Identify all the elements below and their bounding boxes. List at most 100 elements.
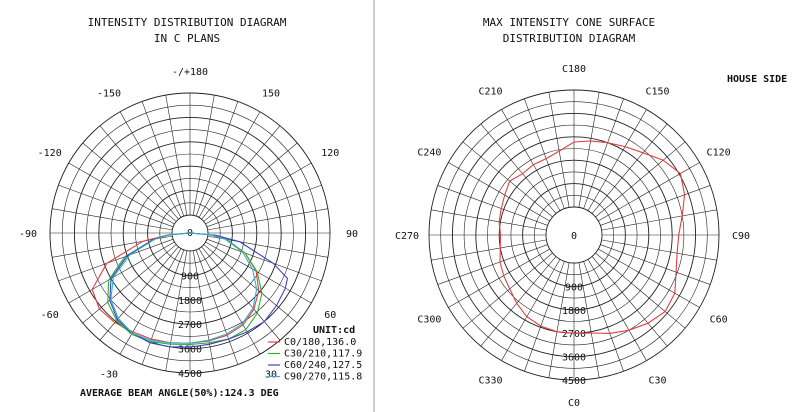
right-grid-spoke <box>501 109 561 211</box>
left-grid-spoke <box>203 244 298 324</box>
right-radial-label: 2700 <box>562 329 586 340</box>
legend-entry: C0/180,136.0 <box>284 337 356 348</box>
left-radial-label: 4500 <box>178 369 202 380</box>
right-angle-label: C0 <box>568 398 580 409</box>
right-grid-spoke <box>583 98 624 209</box>
left-polar-grid <box>49 92 331 374</box>
right-angle-label: C120 <box>707 148 731 159</box>
right-grid-spoke <box>587 109 647 211</box>
right-grid-spoke <box>595 252 686 329</box>
left-grid-spoke <box>195 101 239 217</box>
left-angle-label: 30 <box>265 369 277 380</box>
right-angle-label: C30 <box>648 376 666 387</box>
right-grid-spoke <box>437 185 548 226</box>
right-grid-spoke <box>448 162 550 222</box>
right-angle-label: C90 <box>732 231 750 242</box>
right-angle-label: C240 <box>417 148 441 159</box>
average-beam-angle: AVERAGE BEAM ANGLE(50%):124.3 DEG <box>80 388 279 399</box>
right-angle-label: C180 <box>562 64 586 75</box>
intensity-curve-series-1 <box>107 232 263 346</box>
left-radial-labels: 900 1800 2700 3600 4500 <box>178 271 202 380</box>
left-grid-spoke <box>206 184 322 228</box>
right-grid-spoke <box>578 92 600 208</box>
left-angle-label: 60 <box>324 310 336 321</box>
legend: C0/180,136.0C30/210,117.9C60/240,127.5C9… <box>268 337 362 383</box>
cone-surface-panel: MAX INTENSITY CONE SURFACE DISTRIBUTION … <box>395 16 787 409</box>
right-grid-spoke <box>601 209 717 231</box>
left-radial-label: 3600 <box>178 345 202 356</box>
left-grid-spoke <box>198 248 261 355</box>
left-grid-spoke <box>195 249 239 365</box>
left-grid-spoke <box>58 238 174 282</box>
right-radial-label: 3600 <box>562 353 586 364</box>
right-grid-spoke <box>601 239 717 261</box>
left-grid-spoke <box>119 248 182 355</box>
left-angle-label: -/+180 <box>172 67 208 78</box>
right-grid-spoke <box>587 259 647 361</box>
left-angle-label: -120 <box>38 148 62 159</box>
right-grid-spoke <box>591 256 668 347</box>
left-angle-label: 120 <box>321 148 339 159</box>
left-title-line2: IN C PLANS <box>154 32 220 45</box>
right-grid-spoke <box>480 123 557 214</box>
right-polar-grid <box>428 89 720 381</box>
right-grid-spoke <box>501 259 561 361</box>
right-angle-label: C150 <box>645 86 669 97</box>
house-side-label: HOUSE SIDE <box>727 74 787 85</box>
left-grid-spoke <box>165 95 188 216</box>
right-grid-spoke <box>431 239 547 261</box>
left-grid-spoke <box>192 250 215 371</box>
left-grid-spoke <box>165 250 188 371</box>
left-radial-label: 1800 <box>178 296 202 307</box>
right-cone-curve <box>498 140 686 334</box>
right-angle-label: C330 <box>478 376 502 387</box>
left-grid-spoke <box>205 241 312 304</box>
right-angle-label: C270 <box>395 231 419 242</box>
legend-entry: C60/240,127.5 <box>284 360 362 371</box>
right-grid-spoke <box>600 185 711 226</box>
right-angle-labels: C180 C150 C120 C90 C60 C30 C0 C330 C300 C270 C240 C… <box>395 64 750 409</box>
right-grid-spoke <box>437 244 548 285</box>
cone-surface-curve <box>498 140 686 334</box>
left-grid-spoke <box>205 162 312 225</box>
left-angle-label: -90 <box>19 229 37 240</box>
left-angle-label: -30 <box>100 369 118 380</box>
intensity-curve-series-2 <box>109 232 288 348</box>
left-grid-spoke <box>203 142 298 222</box>
right-grid-spoke <box>591 123 668 214</box>
right-grid-spoke <box>448 248 550 308</box>
left-grid-spoke <box>82 142 177 222</box>
right-title-line1: MAX INTENSITY CONE SURFACE <box>483 16 655 29</box>
right-title-line2: DISTRIBUTION DIAGRAM <box>503 32 636 45</box>
left-grid-spoke <box>207 235 328 258</box>
right-grid-spoke <box>598 248 700 308</box>
right-grid-spoke <box>462 141 553 218</box>
left-title-line1: INTENSITY DISTRIBUTION DIAGRAM <box>88 16 287 29</box>
left-grid-spoke <box>192 95 215 216</box>
left-grid-spoke <box>99 125 179 220</box>
right-grid-spoke <box>583 261 624 372</box>
left-grid-spoke <box>99 246 179 341</box>
left-grid-spoke <box>58 184 174 228</box>
right-grid-spoke <box>548 92 570 208</box>
left-grid-spoke <box>68 162 175 225</box>
right-grid-spoke <box>524 261 565 372</box>
left-grid-spoke <box>52 208 173 231</box>
right-radial-labels: 0 900 1800 2700 3600 4500 <box>562 231 586 387</box>
left-grid-spoke <box>206 238 322 282</box>
right-grid-spoke <box>431 209 547 231</box>
left-angle-label: 150 <box>262 89 280 100</box>
left-angle-label: -60 <box>41 310 59 321</box>
left-angle-label: 90 <box>346 229 358 240</box>
left-grid-spoke <box>141 101 185 217</box>
right-radial-label: 1800 <box>562 306 586 317</box>
intensity-distribution-panel: INTENSITY DISTRIBUTION DIAGRAM IN C PLAN… <box>19 16 362 399</box>
right-grid-spoke <box>600 244 711 285</box>
legend-entry: C30/210,117.9 <box>284 349 362 360</box>
right-angle-label: C300 <box>417 315 441 326</box>
left-grid-spoke <box>201 125 281 220</box>
unit-label: UNIT:cd <box>313 325 355 336</box>
right-grid-spoke <box>462 252 553 329</box>
legend-entry: C90/270,115.8 <box>284 372 362 383</box>
